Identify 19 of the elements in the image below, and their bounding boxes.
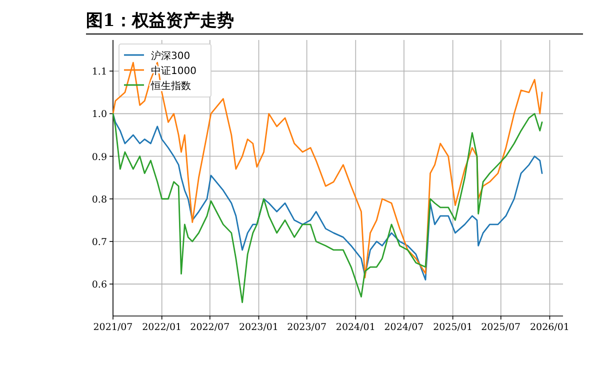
legend-label: 沪深300	[151, 50, 190, 62]
x-tick-label: 2026/01	[530, 322, 570, 333]
y-tick-label: 0.7	[92, 236, 107, 248]
chart-title: 图1：权益资产走势	[86, 11, 234, 31]
x-tick-label: 2021/07	[93, 322, 133, 333]
x-tick-label: 2023/07	[287, 322, 327, 333]
y-tick-label: 1.1	[92, 66, 107, 78]
x-tick-label: 2022/01	[142, 322, 182, 333]
line-series	[112, 62, 543, 278]
x-tick-label: 2024/01	[336, 322, 376, 333]
x-tick-label: 2025/01	[433, 322, 473, 333]
x-tick-label: 2025/07	[481, 322, 521, 333]
y-tick-label: 0.8	[92, 194, 107, 206]
x-tick-label: 2022/07	[190, 322, 230, 333]
y-tick-label: 0.9	[92, 152, 107, 163]
y-tick-label: 0.6	[92, 280, 107, 291]
x-tick-label: 2024/07	[384, 322, 424, 333]
x-tick-label: 2023/01	[239, 322, 278, 333]
y-tick-label: 1.0	[92, 109, 107, 120]
